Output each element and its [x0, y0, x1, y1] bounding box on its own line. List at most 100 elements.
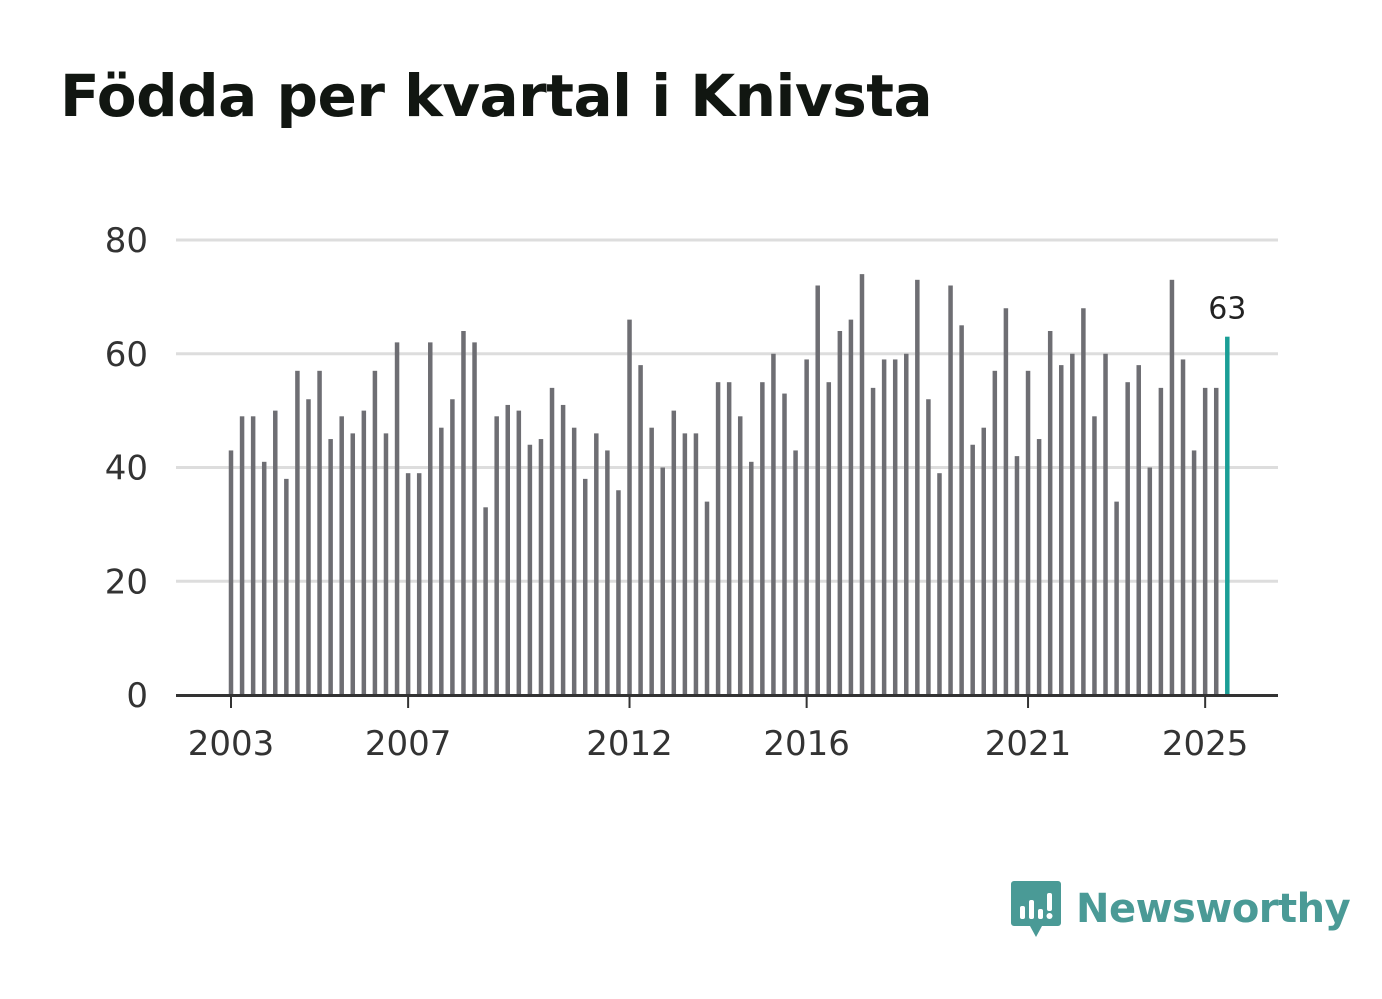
- bar: [1036, 439, 1042, 695]
- bar: [660, 467, 665, 695]
- bar: [383, 433, 389, 695]
- bar: [881, 359, 887, 695]
- bar: [760, 382, 765, 695]
- bar: [328, 439, 333, 695]
- bar: [1103, 353, 1108, 695]
- newsworthy-icon: [1011, 881, 1061, 937]
- y-tick-label: 0: [126, 676, 148, 716]
- bar: [405, 473, 411, 695]
- bar: [439, 427, 444, 695]
- bar: [549, 387, 555, 695]
- bar: [1047, 331, 1053, 695]
- bar: [450, 399, 455, 695]
- bar: [361, 410, 367, 695]
- chart-title: Födda per kvartal i Knivsta: [60, 62, 933, 130]
- bar: [715, 382, 721, 695]
- bar: [527, 444, 533, 695]
- axis-labels: 0 20 40 60 80 2003 2007 2012 2016 2021 2025 63: [105, 221, 1249, 764]
- bar: [317, 370, 322, 695]
- bar: [782, 393, 787, 695]
- bar: [926, 399, 931, 695]
- bar: [1025, 370, 1031, 695]
- bar: [870, 387, 876, 695]
- bar: [350, 433, 356, 695]
- bar: [649, 427, 654, 695]
- bar-highlight: [1225, 336, 1230, 695]
- bar: [1147, 467, 1153, 695]
- bar: [250, 416, 256, 695]
- bar: [1059, 365, 1064, 695]
- bar: [959, 325, 964, 695]
- bar: [948, 285, 953, 695]
- bar: [1114, 501, 1119, 695]
- bar: [1081, 308, 1086, 695]
- bar: [560, 404, 566, 695]
- bar: [538, 439, 544, 695]
- y-tick-label: 60: [105, 335, 148, 375]
- bar: [1070, 353, 1075, 695]
- bar: [826, 382, 832, 695]
- y-tick-label: 40: [105, 449, 148, 489]
- bar: [1003, 308, 1009, 695]
- bar: [627, 319, 632, 695]
- x-axis: [176, 694, 1278, 708]
- y-tick-label: 20: [105, 562, 148, 602]
- brand-name: Newsworthy: [1076, 886, 1351, 932]
- bar: [815, 285, 820, 695]
- bar: [284, 478, 289, 695]
- bar: [915, 279, 920, 695]
- bar: [1202, 387, 1208, 695]
- bar: [859, 274, 865, 695]
- y-tick-label: 80: [105, 221, 148, 261]
- bar: [749, 461, 754, 695]
- bar: [605, 450, 610, 695]
- bar: [892, 359, 898, 695]
- bar: [372, 370, 378, 695]
- bar: [804, 359, 809, 695]
- bar: [494, 416, 499, 695]
- bar: [416, 473, 422, 695]
- bar: [682, 433, 688, 695]
- bar: [295, 370, 300, 695]
- bar: [571, 427, 577, 695]
- bar: [771, 353, 776, 695]
- newsworthy-logo: Newsworthy: [1010, 878, 1351, 940]
- bar: [1191, 450, 1197, 695]
- bar: [693, 433, 699, 695]
- x-tick-label: 2003: [188, 724, 275, 764]
- bar: [1213, 387, 1219, 695]
- bar: [793, 450, 798, 695]
- x-tick-label: 2021: [985, 724, 1072, 764]
- bar: [339, 416, 344, 695]
- bar: [306, 399, 311, 695]
- bar: [428, 342, 433, 695]
- bar: [981, 427, 987, 695]
- bar: [594, 433, 599, 695]
- bar: [239, 416, 245, 695]
- bar: [516, 410, 522, 695]
- bar: [472, 342, 477, 695]
- bar: [726, 382, 732, 695]
- x-tick-label: 2025: [1162, 724, 1249, 764]
- bar: [273, 410, 278, 695]
- bar: [937, 473, 942, 695]
- bar: [228, 450, 234, 695]
- bar: [848, 319, 854, 695]
- bar: [904, 353, 909, 695]
- bar: [1158, 387, 1164, 695]
- bar: [394, 342, 400, 695]
- bar: [505, 404, 510, 695]
- bar: [483, 507, 488, 695]
- bar: [992, 370, 998, 695]
- bar: [1125, 382, 1130, 695]
- bar: [970, 444, 975, 695]
- bar: [1169, 279, 1175, 695]
- x-tick-label: 2016: [763, 724, 850, 764]
- bar-series: [228, 274, 1230, 695]
- bar: [737, 416, 743, 695]
- bar: [1092, 416, 1097, 695]
- bar: [261, 461, 267, 695]
- bar: [461, 331, 466, 695]
- bar: [638, 365, 643, 695]
